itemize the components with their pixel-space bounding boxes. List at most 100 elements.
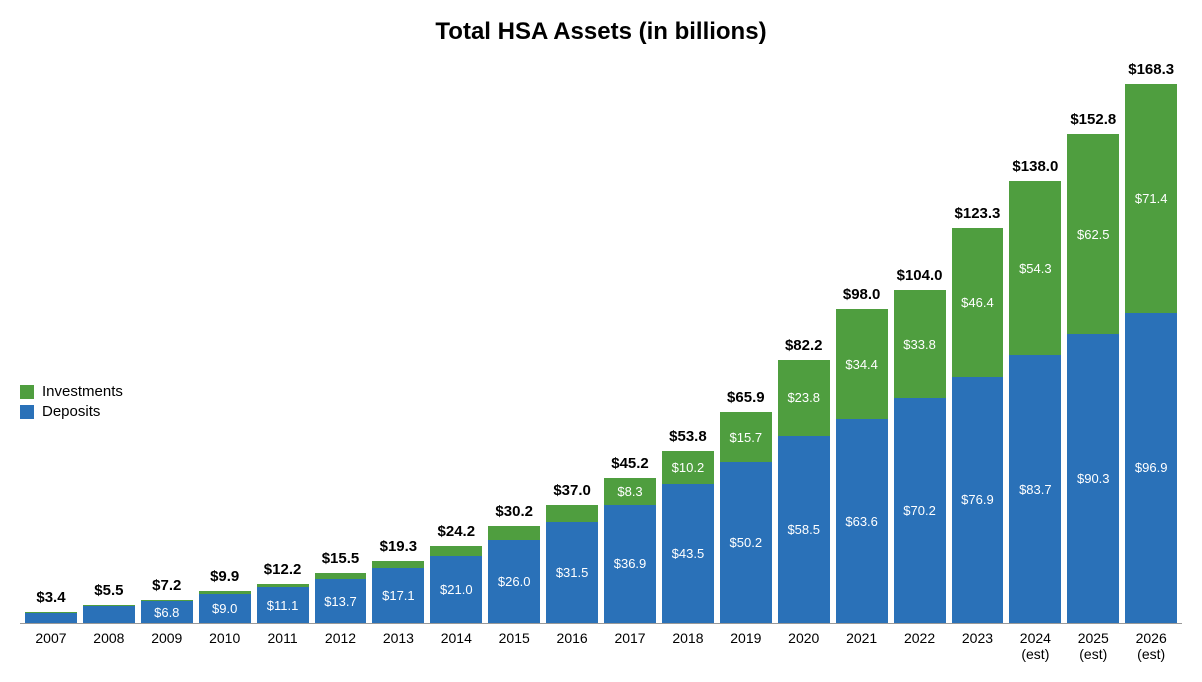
- bar: $13.7$15.5: [315, 573, 367, 623]
- bar-column: $3.4: [25, 64, 77, 623]
- segment-value-label: $54.3: [1019, 261, 1052, 276]
- bar-column: $83.7$54.3$138.0: [1009, 64, 1061, 623]
- bar-column: $26.0 $30.2: [488, 64, 540, 623]
- segment-value-label: $46.4: [961, 295, 994, 310]
- bar-segment-deposits: $70.2: [894, 398, 946, 623]
- bar-segment-deposits: $76.9: [952, 377, 1004, 623]
- plot-area: $3.4 $5.5 $6.8 $7.2 $9.0 $9.9 $11.1$12.2$13.7$…: [20, 64, 1182, 624]
- bar-total-label: $37.0: [553, 482, 591, 499]
- bar-total-label: $65.9: [727, 389, 765, 406]
- bar: $90.3$62.5$152.8: [1067, 134, 1119, 623]
- bar-column: $31.5 $37.0: [546, 64, 598, 623]
- segment-value-label: $96.9: [1135, 460, 1168, 475]
- bar-segment-deposits: $96.9: [1125, 313, 1177, 623]
- bar-column: $90.3 $62.5 $152.8: [1067, 64, 1119, 623]
- bar-total-label: $152.8: [1070, 111, 1116, 128]
- bar-segment-deposits: $17.1: [372, 568, 424, 623]
- bar-column: $70.2$33.8$104.0: [894, 64, 946, 623]
- segment-value-label: $62.5: [1077, 227, 1110, 242]
- segment-value-label: $17.1: [382, 588, 415, 603]
- bar-total-label: $7.2: [152, 577, 181, 594]
- bar: $70.2$33.8$104.0: [894, 290, 946, 623]
- segment-value-label: $76.9: [961, 492, 994, 507]
- x-axis-label: 2007: [25, 630, 77, 662]
- x-axis-label: 2021: [836, 630, 888, 662]
- bar: $21.0$24.2: [430, 546, 482, 623]
- x-axis-labels: 2007200820092010201120122013201420152016…: [20, 624, 1182, 662]
- segment-value-label: $31.5: [556, 565, 589, 580]
- segment-value-label: $8.3: [617, 484, 642, 499]
- bar-total-label: $30.2: [495, 503, 533, 520]
- bar-total-label: $19.3: [380, 538, 418, 555]
- segment-value-label: $6.8: [154, 605, 179, 620]
- segment-value-label: $23.8: [787, 390, 820, 405]
- chart-container: Total HSA Assets (in billions) Investmen…: [0, 0, 1202, 682]
- x-axis-label: 2024 (est): [1009, 630, 1061, 662]
- x-axis-label: 2016: [546, 630, 598, 662]
- bar-segment-deposits: $36.9: [604, 505, 656, 623]
- x-axis-label: 2008: [83, 630, 135, 662]
- bar-column: $96.9$71.4$168.3: [1125, 64, 1177, 623]
- segment-value-label: $83.7: [1019, 482, 1052, 497]
- bar: $17.1$19.3: [372, 561, 424, 623]
- bar-column: $9.0 $9.9: [199, 64, 251, 623]
- x-axis-label: 2017: [604, 630, 656, 662]
- x-axis-label: 2010: [199, 630, 251, 662]
- bar-segment-investments: $62.5: [1067, 134, 1119, 334]
- segment-value-label: $63.6: [845, 514, 878, 529]
- x-axis-label: 2014: [430, 630, 482, 662]
- segment-value-label: $71.4: [1135, 191, 1168, 206]
- bar: $76.9$46.4$123.3: [952, 228, 1004, 623]
- bar: $36.9$8.3$45.2: [604, 478, 656, 623]
- x-axis-label: 2011: [257, 630, 309, 662]
- bar-total-label: $82.2: [785, 337, 823, 354]
- x-axis-label: 2019: [720, 630, 772, 662]
- bar-segment-investments: [546, 505, 598, 523]
- bar: $96.9$71.4$168.3: [1125, 84, 1177, 623]
- bar-column: $11.1$12.2: [257, 64, 309, 623]
- bar-total-label: $3.4: [36, 589, 65, 606]
- bar-segment-deposits: $43.5: [662, 484, 714, 623]
- bar: $31.5$37.0: [546, 505, 598, 623]
- bar: $26.0$30.2: [488, 526, 540, 623]
- bar-segment-deposits: $83.7: [1009, 355, 1061, 623]
- bar-segment-deposits: [83, 606, 135, 623]
- bar-segment-deposits: $90.3: [1067, 334, 1119, 623]
- segment-value-label: $9.0: [212, 601, 237, 616]
- x-axis-label: 2025 (est): [1067, 630, 1119, 662]
- bar: $83.7$54.3$138.0: [1009, 181, 1061, 623]
- bar: $58.5$23.8$82.2: [778, 360, 830, 623]
- x-axis-label: 2020: [778, 630, 830, 662]
- x-axis-label: 2023: [952, 630, 1004, 662]
- x-axis-label: 2022: [894, 630, 946, 662]
- bar-column: $36.9$8.3$45.2: [604, 64, 656, 623]
- bar-segment-deposits: $50.2: [720, 462, 772, 623]
- bar-segment-investments: [430, 546, 482, 556]
- bar-total-label: $9.9: [210, 568, 239, 585]
- segment-value-label: $10.2: [672, 460, 705, 475]
- bar-column: $63.6$34.4$98.0: [836, 64, 888, 623]
- bar: $50.2$15.7$65.9: [720, 412, 772, 623]
- bar-segment-investments: [372, 561, 424, 568]
- bar-segment-deposits: $26.0: [488, 540, 540, 623]
- bar-column: $17.1 $19.3: [372, 64, 424, 623]
- bar: $3.4: [25, 612, 77, 623]
- bar-segment-investments: $34.4: [836, 309, 888, 419]
- x-axis-label: 2012: [315, 630, 367, 662]
- bar-column: $43.5$10.2$53.8: [662, 64, 714, 623]
- segment-value-label: $43.5: [672, 546, 705, 561]
- bar-total-label: $123.3: [955, 205, 1001, 222]
- bar-segment-deposits: $9.0: [199, 594, 251, 623]
- x-axis-label: 2015: [488, 630, 540, 662]
- bar: $11.1$12.2: [257, 584, 309, 623]
- segment-value-label: $70.2: [903, 503, 936, 518]
- bar: $9.0$9.9: [199, 591, 251, 623]
- segment-value-label: $26.0: [498, 574, 531, 589]
- segment-value-label: $36.9: [614, 556, 647, 571]
- bar-column: $21.0$24.2: [430, 64, 482, 623]
- segment-value-label: $90.3: [1077, 471, 1110, 486]
- bar: $43.5$10.2$53.8: [662, 451, 714, 623]
- bar-column: $13.7$15.5: [315, 64, 367, 623]
- bar-column: $5.5: [83, 64, 135, 623]
- bar-segment-deposits: $6.8: [141, 601, 193, 623]
